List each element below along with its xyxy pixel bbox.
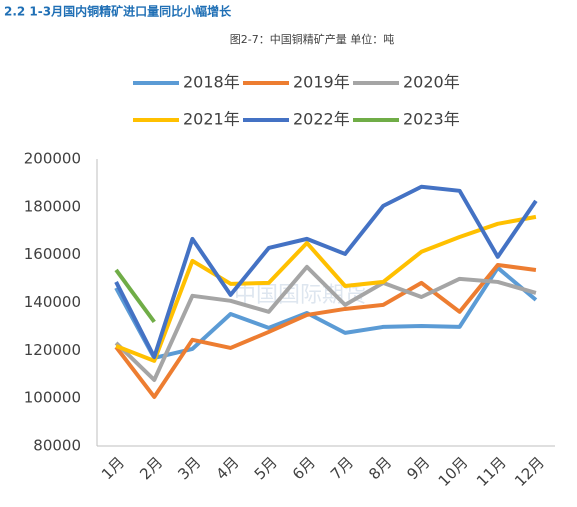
y-tick-label: 100000 <box>24 389 81 407</box>
y-tick-label: 80000 <box>33 437 81 455</box>
heading: 2.2 1-3月国内铜精矿进口量同比小幅增长 <box>4 4 232 19</box>
x-tick-label: 2月 <box>136 453 166 483</box>
x-tick-label: 5月 <box>251 453 281 483</box>
chart-title: 图2-7：中国铜精矿产量 单位：吨 <box>230 32 394 46</box>
x-tick-label: 10月 <box>435 453 472 490</box>
line-series <box>115 214 537 363</box>
y-tick-label: 120000 <box>24 341 81 359</box>
x-tick-label: 1月 <box>98 453 128 483</box>
y-tick-label: 180000 <box>24 197 81 215</box>
y-tick-label: 160000 <box>24 245 81 263</box>
legend-label: 2021年 <box>183 110 240 129</box>
y-tick-label: 200000 <box>24 150 81 168</box>
legend-label: 2018年 <box>183 73 240 92</box>
x-tick-label: 3月 <box>174 453 204 483</box>
legend-label: 2023年 <box>403 110 460 129</box>
line-series <box>114 268 156 324</box>
line-series <box>114 262 537 399</box>
legend-label: 2019年 <box>293 73 350 92</box>
legend-label: 2022年 <box>293 110 350 129</box>
x-tick-label: 7月 <box>327 453 357 483</box>
x-tick-label: 4月 <box>213 453 243 483</box>
y-tick-label: 140000 <box>24 293 81 311</box>
x-tick-label: 6月 <box>289 453 319 483</box>
x-tick-label: 11月 <box>473 453 510 490</box>
line-series <box>114 264 537 382</box>
x-tick-label: 8月 <box>365 453 395 483</box>
x-tick-label: 12月 <box>511 453 548 490</box>
line-series <box>114 184 538 360</box>
x-tick-label: 9月 <box>403 453 433 483</box>
legend-label: 2020年 <box>403 73 460 92</box>
